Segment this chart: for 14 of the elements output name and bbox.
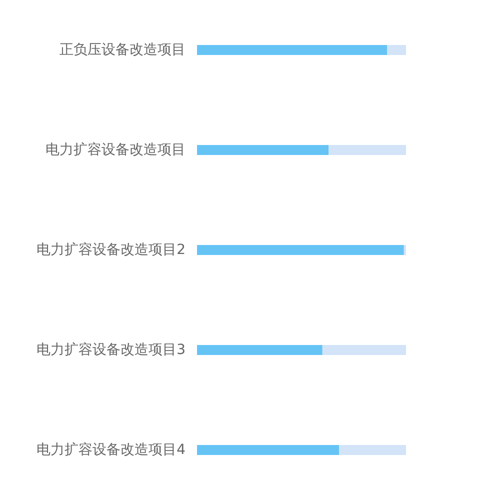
bar <box>197 145 329 155</box>
y-tick-label: 电力扩容设备改造项目2 <box>36 242 186 258</box>
y-tick-label: 电力扩容设备改造项目3 <box>36 342 186 358</box>
bar <box>197 45 388 55</box>
bar <box>197 445 340 455</box>
bar <box>339 445 406 455</box>
y-tick-label: 电力扩容设备改造项目 <box>46 142 186 158</box>
bar <box>197 345 322 355</box>
bar <box>387 45 406 55</box>
bar <box>322 345 406 355</box>
bar <box>328 145 406 155</box>
y-tick-label: 电力扩容设备改造项目4 <box>36 442 186 458</box>
y-tick-label: 正负压设备改造项目 <box>60 42 186 58</box>
bar <box>197 245 404 255</box>
